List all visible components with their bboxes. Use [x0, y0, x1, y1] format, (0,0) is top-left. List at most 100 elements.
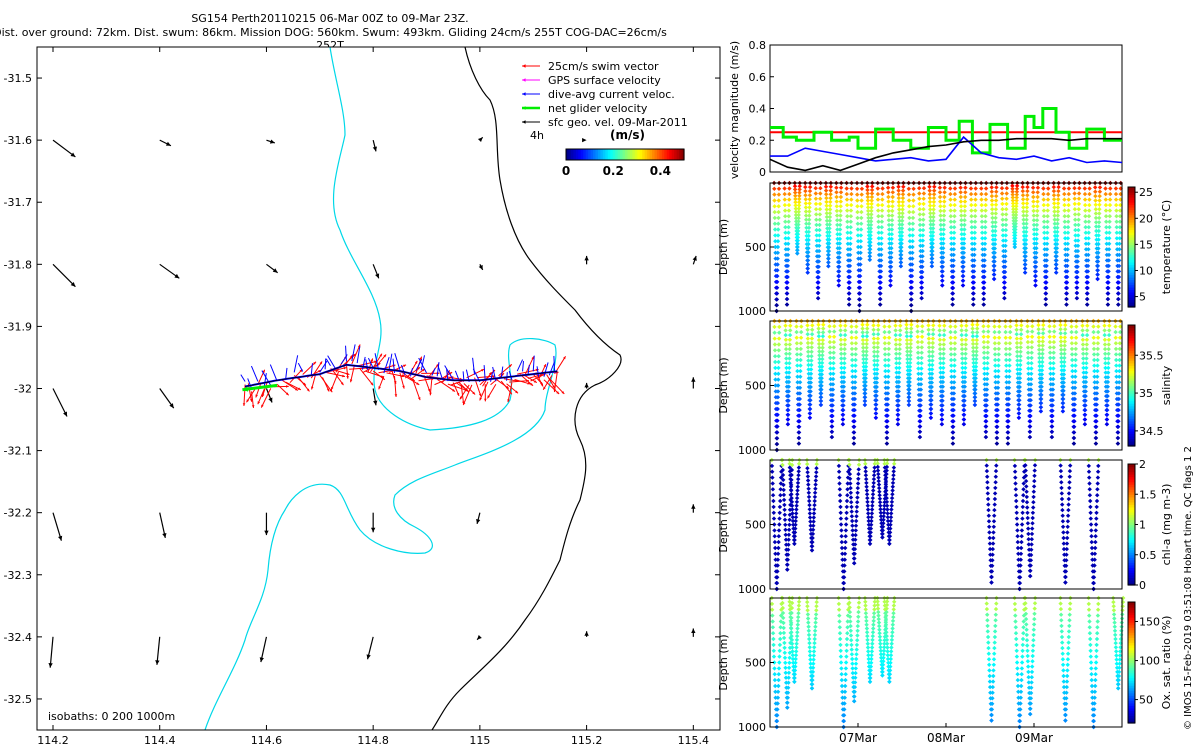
- profile-point-0: [928, 222, 933, 227]
- profile-point-0: [1113, 186, 1119, 191]
- sfc-velocity-arrow-head: [692, 255, 697, 261]
- profile-point-0: [900, 214, 905, 220]
- profile-point-0: [1003, 222, 1009, 228]
- profile-point-1: [907, 391, 912, 396]
- profile-point-0: [1104, 230, 1109, 235]
- profile-point-1: [853, 341, 859, 346]
- profile-point-1: [951, 419, 956, 424]
- profile-point-1: [883, 380, 888, 385]
- profile-point-1: [810, 327, 815, 333]
- dive-avg-vector: [536, 366, 540, 377]
- profile-point-1: [1029, 361, 1034, 366]
- profile-point-0: [897, 207, 902, 212]
- profile-point-0: [786, 214, 791, 219]
- profile-point-0: [866, 219, 871, 224]
- swim-vector-arrow-head: [507, 399, 510, 403]
- profile-point-1: [1071, 430, 1077, 435]
- profile-point-0: [775, 256, 780, 261]
- profile-point-1: [805, 345, 811, 350]
- profile-point-0: [979, 219, 985, 224]
- profile-point-1: [1092, 374, 1097, 379]
- profile-point-0: [1118, 202, 1123, 208]
- swim-vector-arrow-head: [556, 391, 560, 395]
- profile-point-1: [1004, 368, 1009, 374]
- profile-point-0: [1052, 201, 1057, 206]
- profile-point-1: [871, 340, 877, 346]
- profile-point-1: [806, 358, 811, 363]
- profile-point-0: [1117, 219, 1123, 224]
- profile-point-0: [1076, 196, 1082, 201]
- profile-point-1: [874, 398, 879, 403]
- profile-point-1: [970, 337, 976, 343]
- profile-point-0: [1065, 225, 1071, 230]
- profile-point-0: [909, 262, 915, 267]
- profile-point-0: [1025, 197, 1030, 202]
- profile-point-1: [1083, 375, 1089, 380]
- profile-point-0: [796, 225, 801, 230]
- profile-point-1: [1106, 342, 1111, 347]
- profile-point-1: [872, 362, 877, 368]
- profile-point-0: [989, 198, 995, 203]
- profile-point-1: [805, 340, 811, 346]
- profile-point-0: [1031, 218, 1037, 223]
- profile-point-1: [1091, 329, 1096, 335]
- profile-point-0: [906, 198, 912, 203]
- profile-point-1: [1008, 329, 1013, 335]
- profile-point-0: [981, 285, 987, 291]
- profile-point-0: [969, 202, 974, 208]
- profile-point-0: [1014, 186, 1020, 191]
- profile-point-0: [961, 250, 966, 255]
- profile-colorbar-0-swatch: [1128, 262, 1135, 266]
- profile-point-1: [1018, 358, 1023, 363]
- profile-point-1: [984, 392, 989, 398]
- profile-point-1: [783, 323, 788, 328]
- profile-point-1: [952, 352, 957, 357]
- profile-point-0: [1104, 225, 1109, 230]
- profile-point-0: [927, 192, 932, 197]
- profile-point-0: [1034, 250, 1039, 255]
- profile-point-0: [886, 190, 891, 195]
- profile-point-0: [849, 202, 854, 208]
- profile-point-1: [917, 424, 923, 429]
- map-colorbar-swatch: [570, 149, 574, 160]
- profile-point-1: [1014, 336, 1020, 341]
- profile-point-0: [917, 222, 923, 228]
- profile-point-0: [982, 263, 987, 269]
- profile-point-1: [871, 336, 877, 341]
- legend-arrow-2-head: [522, 92, 526, 96]
- profile-point-0: [979, 225, 985, 230]
- profile-point-0: [807, 197, 812, 202]
- profile-point-0: [909, 297, 914, 302]
- profile-colorbar-0-swatch: [1128, 229, 1135, 233]
- profile-point-1: [831, 339, 837, 345]
- profile-point-1: [897, 346, 902, 352]
- profile-point-1: [1118, 324, 1123, 329]
- profile-point-1: [774, 436, 780, 441]
- swim-vector-arrow-head: [452, 388, 456, 392]
- profile-point-1: [819, 364, 825, 369]
- profile-point-1: [1047, 350, 1053, 355]
- profile-point-1: [1072, 391, 1078, 396]
- map-colorbar-swatch: [661, 149, 665, 160]
- profile-point-1: [948, 329, 953, 335]
- profile-point-1: [1073, 374, 1078, 379]
- profile-point-0: [940, 273, 945, 279]
- profile-point-0: [859, 192, 864, 197]
- profile-point-0: [785, 269, 790, 274]
- swim-vector-arrow-head: [285, 392, 289, 396]
- profile-point-0: [989, 193, 995, 199]
- profile-point-0: [1056, 193, 1061, 198]
- profile-point-0: [971, 280, 976, 285]
- profile-point-0: [876, 208, 881, 213]
- profile-point-0: [962, 208, 967, 214]
- profile-point-1: [1015, 349, 1020, 355]
- profile-point-0: [1023, 241, 1029, 247]
- profile-point-0: [920, 269, 925, 275]
- profile-point-0: [1073, 227, 1078, 233]
- profile-point-0: [910, 244, 915, 250]
- profile-point-0: [1020, 197, 1026, 202]
- profile-point-1: [1081, 365, 1086, 371]
- profile-point-1: [984, 398, 989, 403]
- map-colorbar-swatch: [671, 149, 675, 160]
- profile-point-0: [1012, 244, 1017, 250]
